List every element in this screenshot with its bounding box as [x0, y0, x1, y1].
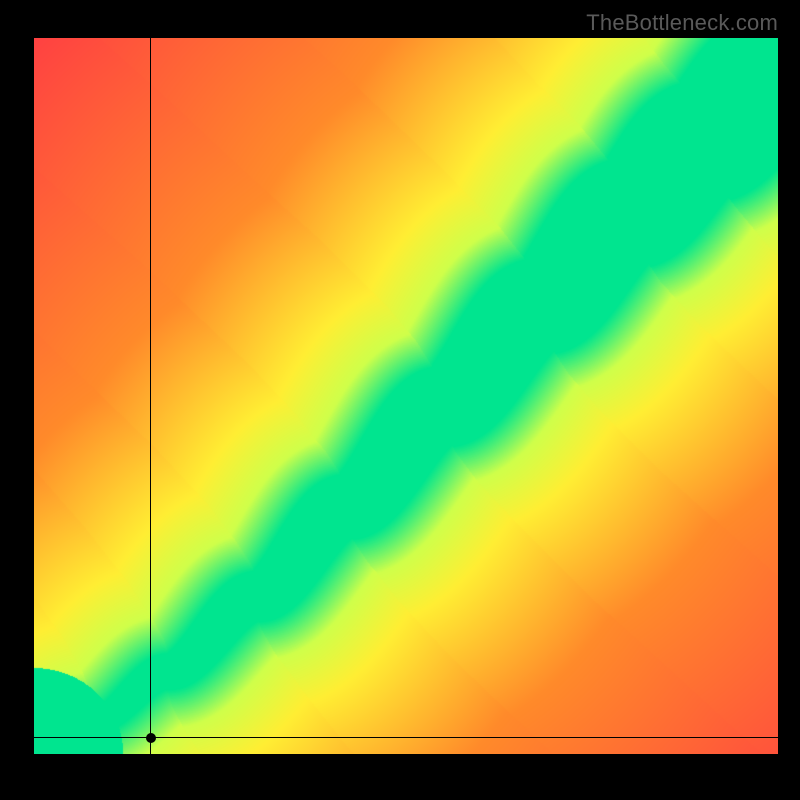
crosshair-marker: [146, 733, 156, 743]
heatmap-plot: [34, 38, 778, 754]
heatmap-canvas: [34, 38, 778, 754]
watermark-text: TheBottleneck.com: [586, 10, 778, 36]
crosshair-vertical: [150, 38, 151, 754]
